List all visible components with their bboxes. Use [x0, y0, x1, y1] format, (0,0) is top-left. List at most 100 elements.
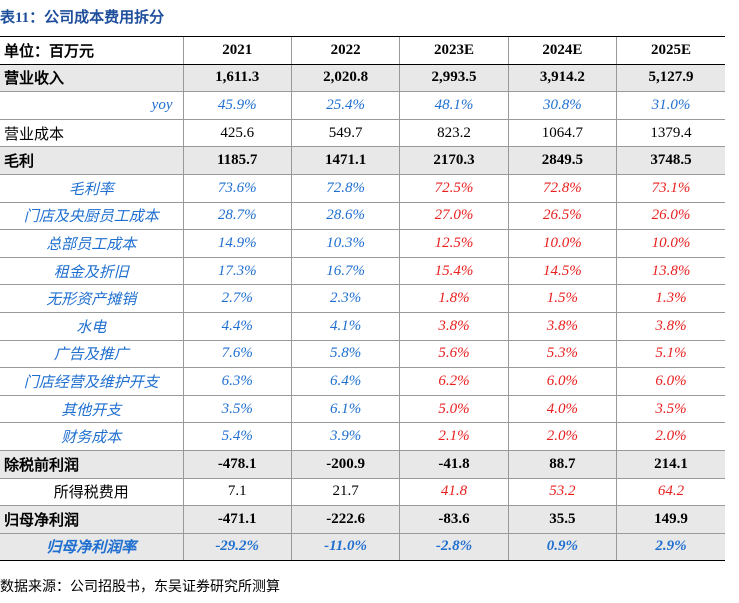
cell-value: 0.9%: [507, 533, 617, 562]
cell-value: 28.7%: [182, 202, 292, 231]
column-header: 2022: [290, 36, 400, 65]
cell-value: 6.0%: [507, 367, 617, 396]
cell-value: -83.6: [399, 505, 509, 534]
cell-value: 2849.5: [507, 146, 617, 175]
cell-value: 26.5%: [507, 202, 617, 231]
cell-value: 823.2: [399, 119, 509, 148]
cell-value: -41.8: [399, 450, 509, 479]
row-label: 除税前利润: [0, 450, 183, 479]
cell-value: 2.9%: [616, 533, 725, 562]
cell-value: 3.8%: [399, 312, 509, 341]
cell-value: 16.7%: [290, 257, 400, 286]
cell-value: -478.1: [182, 450, 292, 479]
row-label: 归母净利润: [0, 505, 183, 534]
cell-value: 5.3%: [507, 340, 617, 369]
cell-value: 4.0%: [507, 395, 617, 424]
cell-value: 73.6%: [182, 174, 292, 203]
row-label: 水电: [0, 312, 183, 341]
cell-value: 2.7%: [182, 284, 292, 313]
cell-value: 72.5%: [399, 174, 509, 203]
table-row: 财务成本 5.4% 3.9% 2.1% 2.0% 2.0%: [0, 422, 725, 451]
cell-value: 64.2: [616, 478, 725, 507]
cell-value: -11.0%: [290, 533, 400, 562]
row-label: 归母净利润率: [0, 533, 183, 562]
header-row: 单位：百万元 2021 2022 2023E 2024E 2025E: [0, 36, 725, 65]
table-row: 毛利 1185.7 1471.1 2170.3 2849.5 3748.5: [0, 146, 725, 175]
cell-value: 1064.7: [507, 119, 617, 148]
cell-value: 88.7: [507, 450, 617, 479]
cell-value: 72.8%: [290, 174, 400, 203]
cell-value: 4.1%: [290, 312, 400, 341]
cell-value: 15.4%: [399, 257, 509, 286]
cell-value: 6.2%: [399, 367, 509, 396]
cell-value: 10.0%: [507, 229, 617, 258]
cell-value: 3.5%: [616, 395, 725, 424]
cell-value: 53.2: [507, 478, 617, 507]
table-row: 营业成本 425.6 549.7 823.2 1064.7 1379.4: [0, 119, 725, 148]
cell-value: -222.6: [290, 505, 400, 534]
cell-value: 5.8%: [290, 340, 400, 369]
cell-value: 214.1: [616, 450, 725, 479]
cell-value: 6.4%: [290, 367, 400, 396]
cell-value: 35.5: [507, 505, 617, 534]
row-label: 门店经营及维护开支: [0, 367, 183, 396]
row-label: 所得税费用: [0, 478, 183, 507]
row-label: yoy: [0, 91, 183, 120]
cell-value: 5.4%: [182, 422, 292, 451]
cell-value: -471.1: [182, 505, 292, 534]
row-label: 财务成本: [0, 422, 183, 451]
cell-value: 1185.7: [182, 146, 292, 175]
table-row: 营业收入 1,611.3 2,020.8 2,993.5 3,914.2 5,127.9: [0, 64, 725, 93]
cell-value: 3.5%: [182, 395, 292, 424]
cell-value: -29.2%: [182, 533, 292, 562]
column-header: 2023E: [399, 36, 509, 65]
row-label: 营业收入: [0, 64, 183, 93]
cell-value: 3.9%: [290, 422, 400, 451]
cell-value: 6.3%: [182, 367, 292, 396]
row-label: 广告及推广: [0, 340, 183, 369]
cell-value: 73.1%: [616, 174, 725, 203]
cell-value: 41.8: [399, 478, 509, 507]
cell-value: 6.0%: [616, 367, 725, 396]
cell-value: 3748.5: [616, 146, 725, 175]
cell-value: 425.6: [182, 119, 292, 148]
table-row: 水电 4.4% 4.1% 3.8% 3.8% 3.8%: [0, 312, 725, 341]
row-label: 营业成本: [0, 119, 183, 148]
cell-value: 5.1%: [616, 340, 725, 369]
cell-value: 4.4%: [182, 312, 292, 341]
cell-value: 1.8%: [399, 284, 509, 313]
cell-value: 5,127.9: [616, 64, 725, 93]
row-label: 租金及折旧: [0, 257, 183, 286]
table-row: yoy 45.9% 25.4% 48.1% 30.8% 31.0%: [0, 91, 725, 120]
cell-value: 1379.4: [616, 119, 725, 148]
table-row: 租金及折旧 17.3% 16.7% 15.4% 14.5% 13.8%: [0, 257, 725, 286]
cell-value: 549.7: [290, 119, 400, 148]
table-row: 广告及推广 7.6% 5.8% 5.6% 5.3% 5.1%: [0, 340, 725, 369]
row-label: 门店及央厨员工成本: [0, 202, 183, 231]
cell-value: 1.3%: [616, 284, 725, 313]
cell-value: 30.8%: [507, 91, 617, 120]
cell-value: 13.8%: [616, 257, 725, 286]
unit-header: 单位：百万元: [0, 36, 183, 65]
cell-value: 7.1: [182, 478, 292, 507]
table-row: 除税前利润 -478.1 -200.9 -41.8 88.7 214.1: [0, 450, 725, 479]
cell-value: -2.8%: [399, 533, 509, 562]
column-header: 2024E: [507, 36, 617, 65]
table-title: 表11：公司成本费用拆分: [0, 10, 165, 26]
table-row: 归母净利润率 -29.2% -11.0% -2.8% 0.9% 2.9%: [0, 533, 725, 562]
cell-value: 2.3%: [290, 284, 400, 313]
cell-value: 2.0%: [616, 422, 725, 451]
table-row: 毛利率 73.6% 72.8% 72.5% 72.8% 73.1%: [0, 174, 725, 203]
cell-value: 31.0%: [616, 91, 725, 120]
cell-value: 3.8%: [507, 312, 617, 341]
cell-value: 5.6%: [399, 340, 509, 369]
cell-value: 2,993.5: [399, 64, 509, 93]
cell-value: 48.1%: [399, 91, 509, 120]
cell-value: 26.0%: [616, 202, 725, 231]
cell-value: 28.6%: [290, 202, 400, 231]
table-row: 无形资产摊销 2.7% 2.3% 1.8% 1.5% 1.3%: [0, 284, 725, 313]
cell-value: 6.1%: [290, 395, 400, 424]
row-label: 其他开支: [0, 395, 183, 424]
table-row: 门店及央厨员工成本 28.7% 28.6% 27.0% 26.5% 26.0%: [0, 202, 725, 231]
